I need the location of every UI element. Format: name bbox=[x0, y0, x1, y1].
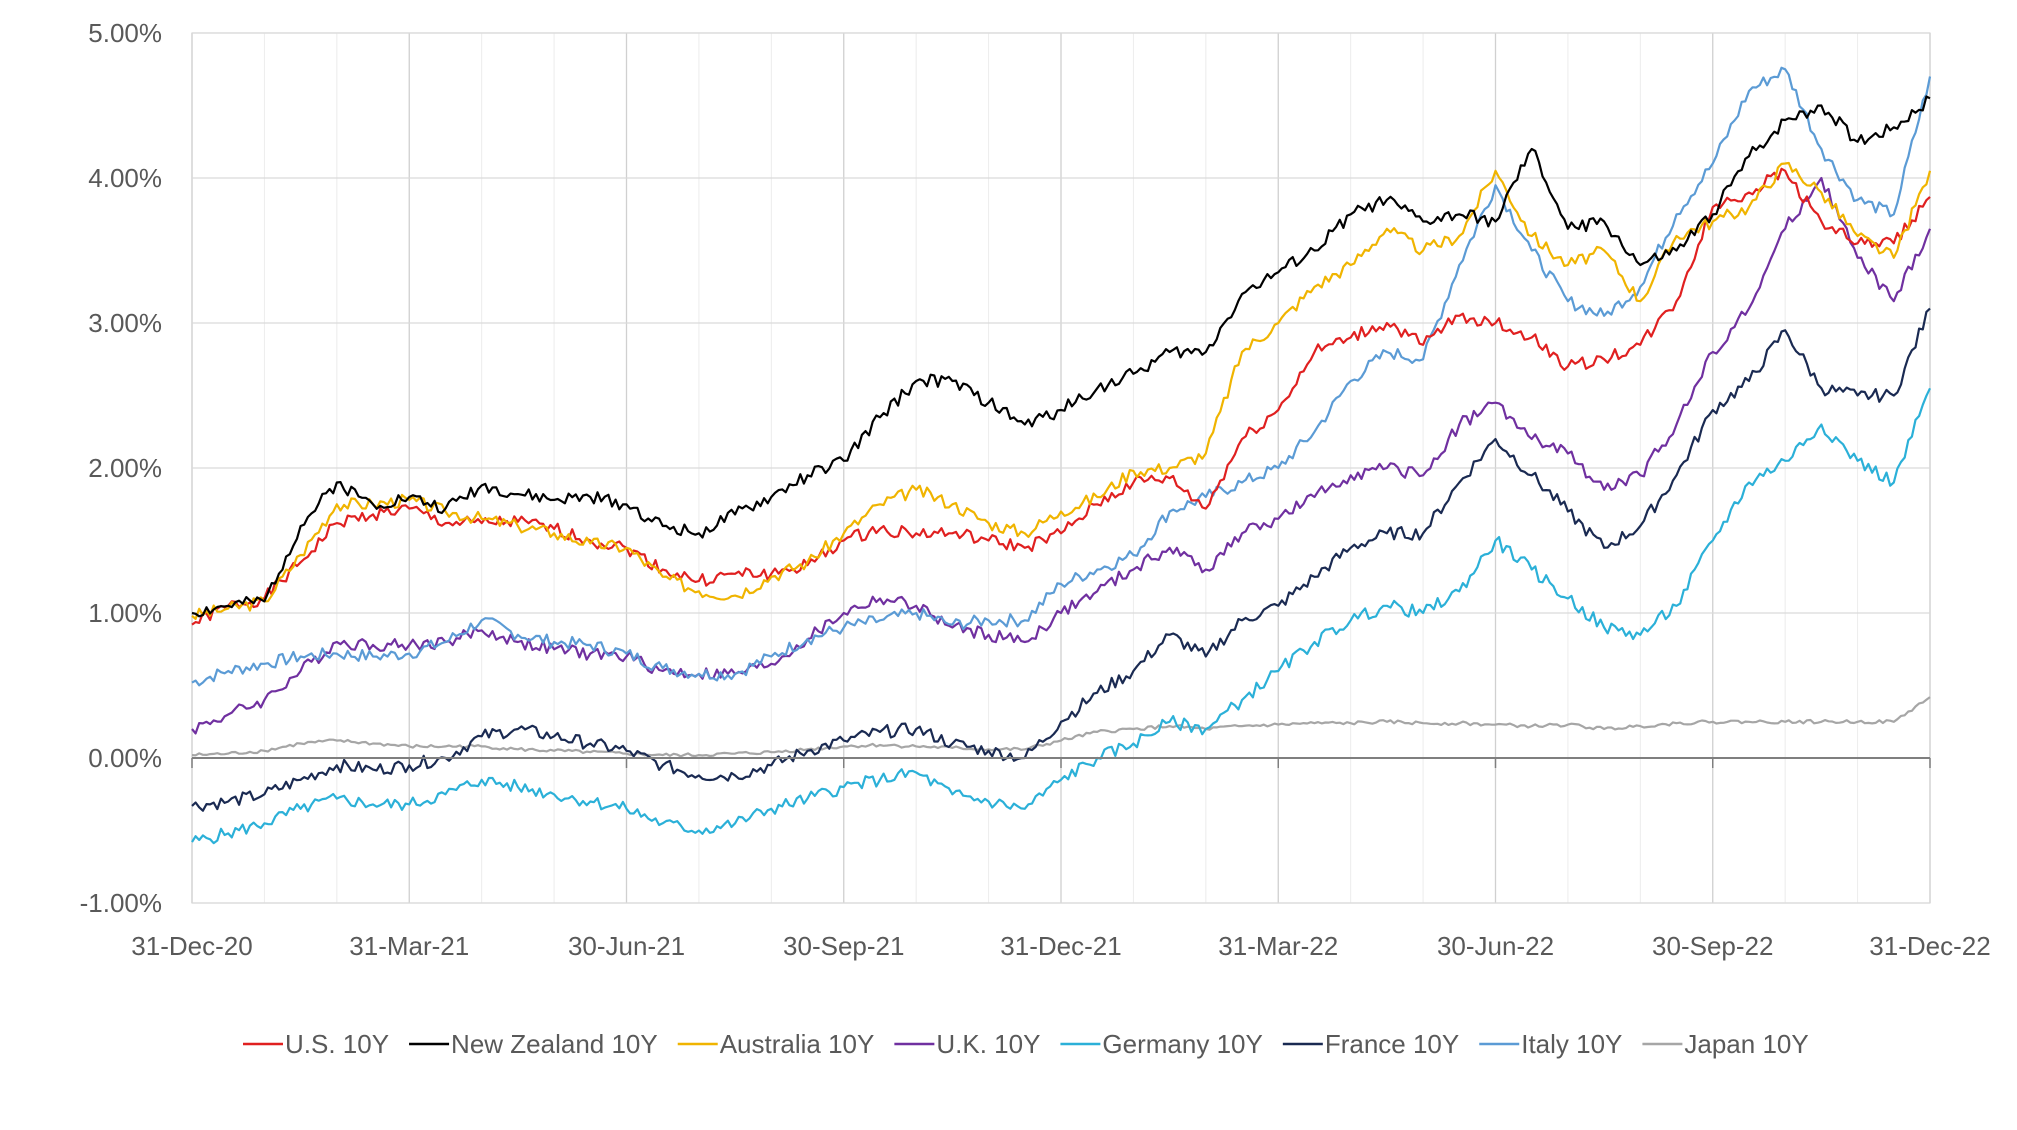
x-axis-tick-labels: 31-Dec-20 31-Mar-21 30-Jun-21 30-Sep-21 31-D… bbox=[131, 931, 1990, 961]
y-axis-tick-labels: -1.00% 0.00% 1.00% 2.00% 3.00% 4.00% 5.00% bbox=[80, 18, 162, 918]
y-tick-label: 2.00% bbox=[88, 453, 162, 483]
y-tick-label: 1.00% bbox=[88, 598, 162, 628]
x-tick-label: 31-Mar-22 bbox=[1218, 931, 1338, 961]
series-line-italy-10y bbox=[191, 66, 1932, 687]
series-line-australia-10y bbox=[191, 161, 1932, 621]
x-tick-label: 30-Jun-22 bbox=[1437, 931, 1554, 961]
legend-label: Japan 10Y bbox=[1684, 1029, 1808, 1059]
y-tick-label: 0.00% bbox=[88, 743, 162, 773]
series-line-japan-10y bbox=[191, 696, 1931, 758]
x-tick-label: 31-Dec-22 bbox=[1869, 931, 1990, 961]
legend-label: France 10Y bbox=[1325, 1029, 1459, 1059]
legend-label: U.S. 10Y bbox=[285, 1029, 389, 1059]
x-tick-label: 30-Jun-21 bbox=[568, 931, 685, 961]
x-tick-label: 31-Dec-21 bbox=[1000, 931, 1121, 961]
series-line-new-zealand-10y bbox=[191, 95, 1931, 618]
legend-label: Australia 10Y bbox=[720, 1029, 875, 1059]
legend-item: Italy 10Y bbox=[1479, 1029, 1622, 1059]
x-tick-label: 31-Mar-21 bbox=[349, 931, 469, 961]
legend-label: U.K. 10Y bbox=[936, 1029, 1040, 1059]
y-tick-label: 5.00% bbox=[88, 18, 162, 48]
y-tick-label: 4.00% bbox=[88, 163, 162, 193]
legend-label: New Zealand 10Y bbox=[451, 1029, 658, 1059]
legend-item: U.S. 10Y bbox=[243, 1029, 389, 1059]
series-line-france-10y bbox=[191, 307, 1931, 812]
series-line-germany-10y bbox=[191, 387, 1931, 845]
series-line-u-k-10y bbox=[191, 176, 1932, 735]
series-lines bbox=[191, 66, 1932, 845]
y-tick-label: -1.00% bbox=[80, 888, 162, 918]
legend-item: New Zealand 10Y bbox=[409, 1029, 658, 1059]
y-tick-label: 3.00% bbox=[88, 308, 162, 338]
legend-label: Italy 10Y bbox=[1521, 1029, 1622, 1059]
series-line-u-s-10y bbox=[191, 167, 1931, 626]
x-tick-label: 30-Sep-21 bbox=[783, 931, 904, 961]
legend-item: Germany 10Y bbox=[1060, 1029, 1263, 1059]
legend: U.S. 10Y New Zealand 10Y Australia 10Y U.K.… bbox=[243, 1029, 1809, 1059]
legend-item: U.K. 10Y bbox=[894, 1029, 1040, 1059]
legend-label: Germany 10Y bbox=[1102, 1029, 1262, 1059]
legend-item: France 10Y bbox=[1282, 1029, 1459, 1059]
x-tick-label: 30-Sep-22 bbox=[1652, 931, 1773, 961]
legend-item: Australia 10Y bbox=[677, 1029, 875, 1059]
x-tick-label: 31-Dec-20 bbox=[131, 931, 252, 961]
legend-item: Japan 10Y bbox=[1642, 1029, 1809, 1059]
